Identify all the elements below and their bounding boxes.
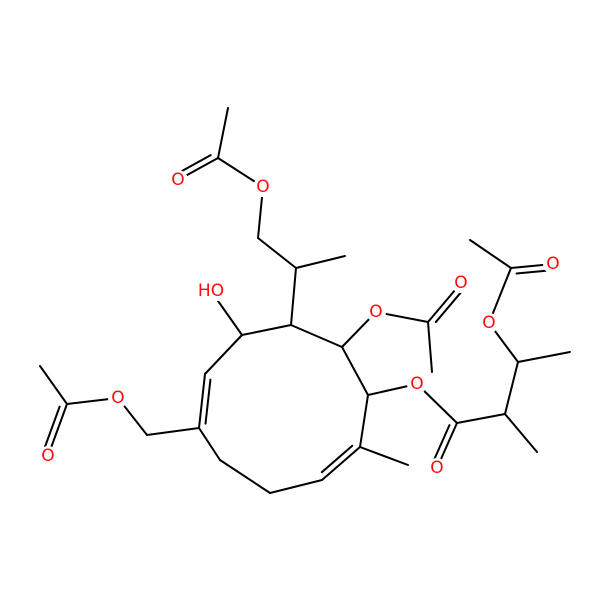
bond (359, 446, 409, 466)
bond (504, 361, 519, 415)
label-bg (108, 388, 128, 408)
atom-label: O (546, 254, 559, 274)
atom-label: O (410, 374, 423, 394)
bond (321, 446, 361, 481)
bond (39, 365, 68, 405)
bond (204, 378, 212, 425)
bond (434, 289, 464, 324)
bond (432, 424, 451, 462)
atom-label: O (369, 302, 382, 322)
bond (517, 351, 571, 363)
bond (359, 394, 369, 448)
bond (43, 405, 61, 451)
bond (341, 346, 369, 396)
bond (320, 444, 354, 474)
bond (204, 334, 243, 375)
bond (257, 237, 297, 269)
bond (469, 239, 512, 269)
bond (241, 324, 292, 336)
atom-label: HO (198, 281, 224, 301)
bond (198, 373, 206, 429)
label-bg (253, 177, 273, 197)
bonds (39, 107, 571, 494)
atom-label: O (111, 388, 124, 408)
bond (504, 413, 538, 453)
atom-label: O (482, 313, 495, 333)
atom-label: O (454, 273, 467, 293)
bond (290, 324, 343, 348)
label-bg (407, 374, 427, 394)
bond (456, 413, 506, 424)
atom-label: O (41, 446, 54, 466)
label-bg (479, 313, 499, 333)
atom-label: O (430, 458, 443, 478)
label-bg (451, 273, 471, 293)
bond (146, 427, 200, 436)
label-bg (543, 254, 563, 274)
bond (217, 107, 229, 159)
label-bg (427, 458, 447, 478)
atom-label: O (256, 177, 269, 197)
bond (290, 267, 297, 326)
bond (219, 459, 271, 494)
label-bg (366, 302, 386, 322)
bond (198, 427, 221, 461)
label-bg (196, 281, 226, 301)
bond (515, 269, 550, 275)
bond (269, 479, 323, 494)
bond (178, 154, 212, 174)
label-bg (38, 446, 58, 466)
bond (427, 321, 433, 373)
bond (295, 255, 346, 269)
atom-label: O (171, 170, 184, 190)
atom-labels: O O HO O O O O O O O O (38, 170, 563, 478)
label-bg (168, 170, 188, 190)
